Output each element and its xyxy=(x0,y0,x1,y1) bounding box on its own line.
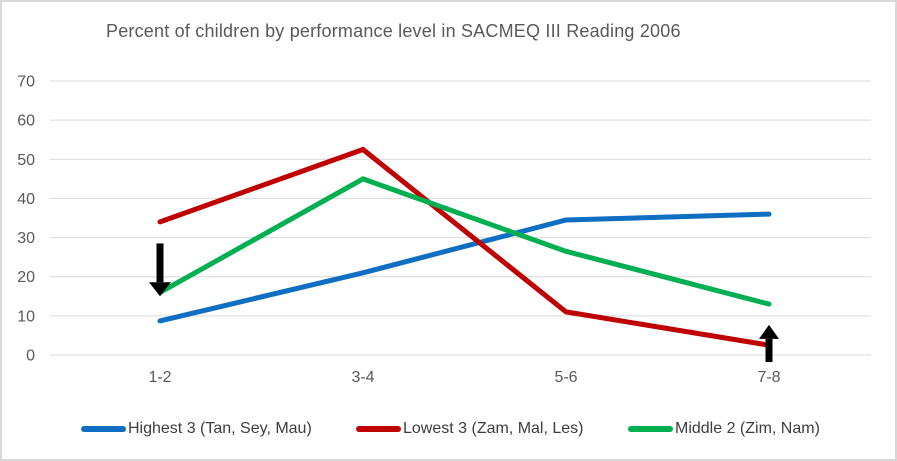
y-tick-label: 0 xyxy=(26,348,35,365)
legend-item-lowest: Lowest 3 (Zam, Mal, Les) xyxy=(356,420,584,438)
y-tick-label: 10 xyxy=(17,308,35,325)
legend-label-middle: Middle 2 (Zim, Nam) xyxy=(675,420,820,437)
legend-item-highest: Highest 3 (Tan, Sey, Mau) xyxy=(81,420,312,438)
series-line-middle xyxy=(157,176,772,307)
x-tick-label: 3-4 xyxy=(351,369,374,386)
x-tick-label: 1-2 xyxy=(148,369,171,386)
y-tick-label: 20 xyxy=(17,269,35,286)
annotation-arrow-down-shaft xyxy=(156,243,164,283)
legend-line-swatch-highest xyxy=(81,426,126,432)
annotation-arrow-up-head xyxy=(759,324,779,339)
series-line-highest xyxy=(157,211,772,324)
legend-label-lowest: Lowest 3 (Zam, Mal, Les) xyxy=(403,420,584,437)
chart-title: Percent of children by performance level… xyxy=(106,21,681,41)
series-line-lowest xyxy=(157,146,772,348)
x-tick-label: 5-6 xyxy=(554,369,577,386)
x-tick-label: 7-8 xyxy=(757,369,780,386)
legend-label-highest: Highest 3 (Tan, Sey, Mau) xyxy=(128,420,312,437)
annotation-arrow-up-shaft xyxy=(765,338,773,363)
legend-line-swatch-lowest xyxy=(356,426,401,432)
y-tick-label: 40 xyxy=(17,191,35,208)
annotation-arrow-down-head xyxy=(149,282,171,297)
y-tick-label: 50 xyxy=(17,152,35,169)
legend-item-middle: Middle 2 (Zim, Nam) xyxy=(628,420,820,438)
legend-line-swatch-middle xyxy=(628,426,673,432)
y-tick-label: 30 xyxy=(17,230,35,247)
y-tick-label: 70 xyxy=(17,74,35,91)
y-tick-label: 60 xyxy=(17,113,35,130)
